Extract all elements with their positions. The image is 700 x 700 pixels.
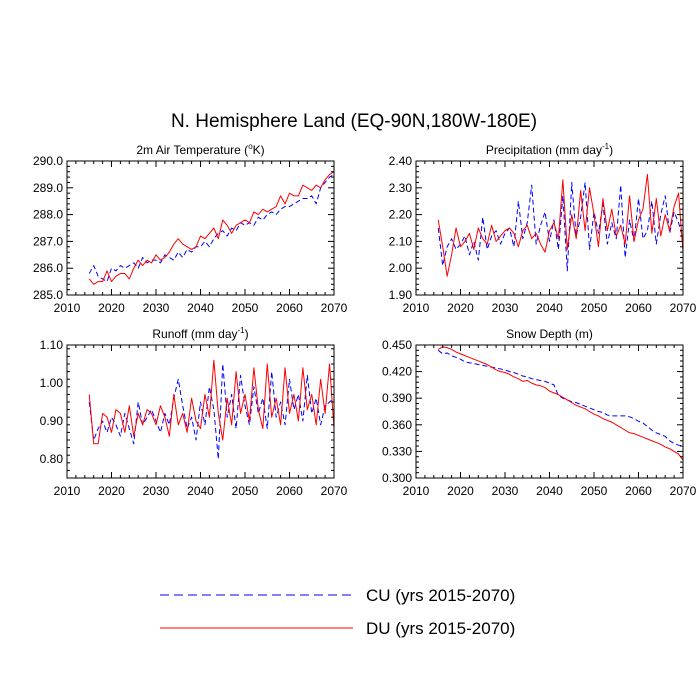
- y-tick-label-air-temp: 289.0: [33, 181, 63, 195]
- y-tick-label-runoff: 1.00: [40, 376, 64, 390]
- panel-title-snow: Snow Depth (m): [506, 327, 593, 341]
- y-tick-label-runoff: 0.80: [40, 452, 64, 466]
- y-tick-label-air-temp: 285.0: [33, 288, 63, 302]
- y-tick-label-precip: 2.40: [389, 154, 413, 168]
- x-tick-label-precip: 2070: [670, 301, 697, 315]
- x-tick-label-snow: 2040: [536, 484, 563, 498]
- y-tick-label-air-temp: 288.0: [33, 208, 63, 222]
- y-tick-label-runoff: 0.90: [40, 414, 64, 428]
- x-tick-label-runoff: 2070: [321, 484, 348, 498]
- y-tick-label-snow: 0.420: [382, 365, 412, 379]
- panel-runoff: Runoff (mm day-1) 2010 2020 2030 2040 2050 206…: [40, 326, 348, 498]
- y-tick-label-snow: 0.300: [382, 471, 412, 485]
- y-tick-label-air-temp: 287.0: [33, 234, 63, 248]
- x-tick-label-runoff: 2020: [98, 484, 125, 498]
- x-tick-label-snow: 2030: [492, 484, 519, 498]
- x-tick-label-runoff: 2040: [187, 484, 214, 498]
- x-tick-label-precip: 2060: [625, 301, 652, 315]
- panel-title-runoff: Runoff (mm day-1): [152, 326, 248, 341]
- y-tick-label-runoff: 1.10: [40, 338, 64, 352]
- legend-label-du: DU (yrs 2015-2070): [366, 619, 515, 638]
- x-tick-label-air-temp: 2050: [232, 301, 259, 315]
- series-line-du-air-temp: [88, 171, 334, 285]
- y-tick-label-precip: 2.30: [389, 181, 413, 195]
- x-tick-label-snow: 2070: [670, 484, 697, 498]
- y-tick-label-air-temp: 286.0: [33, 261, 63, 275]
- y-tick-label-air-temp: 290.0: [33, 154, 63, 168]
- series-line-cu-air-temp: [88, 173, 334, 283]
- x-tick-label-air-temp: 2060: [276, 301, 303, 315]
- x-tick-label-snow: 2010: [403, 484, 430, 498]
- x-tick-label-runoff: 2010: [54, 484, 81, 498]
- x-tick-label-precip: 2040: [536, 301, 563, 315]
- x-tick-label-precip: 2030: [492, 301, 519, 315]
- series-line-du-snow: [437, 346, 683, 461]
- y-tick-label-snow: 0.390: [382, 391, 412, 405]
- figure-title: N. Hemisphere Land (EQ-90N,180W-180E): [171, 111, 537, 132]
- legend-label-cu: CU (yrs 2015-2070): [366, 586, 515, 605]
- y-tick-label-snow: 0.360: [382, 418, 412, 432]
- series-line-du-precip: [437, 173, 683, 277]
- y-tick-label-precip: 2.00: [389, 261, 413, 275]
- x-tick-label-precip: 2050: [581, 301, 608, 315]
- x-tick-label-snow: 2060: [625, 484, 652, 498]
- x-tick-label-precip: 2020: [447, 301, 474, 315]
- y-tick-label-precip: 2.20: [389, 208, 413, 222]
- x-tick-label-runoff: 2060: [276, 484, 303, 498]
- panel-title-precip: Precipitation (mm day-1): [486, 142, 613, 157]
- panels: 2m Air Temperature (oK) 2010 2020 2030 2040 2…: [33, 142, 697, 498]
- panel-snow: Snow Depth (m) 2010 2020 2030 2040 2050 2060 20…: [382, 327, 697, 498]
- panel-air-temp: 2m Air Temperature (oK) 2010 2020 2030 2040 2…: [33, 142, 348, 315]
- series-line-cu-precip: [437, 181, 683, 272]
- x-tick-label-air-temp: 2030: [143, 301, 170, 315]
- x-tick-label-air-temp: 2040: [187, 301, 214, 315]
- x-tick-label-snow: 2050: [581, 484, 608, 498]
- panel-title-air-temp: 2m Air Temperature (oK): [136, 142, 264, 157]
- series-line-du-runoff: [88, 359, 334, 445]
- series-line-cu-runoff: [88, 363, 334, 460]
- y-tick-label-snow: 0.450: [382, 338, 412, 352]
- panel-precip: Precipitation (mm day-1) 2010 2020 2030 2040…: [389, 142, 697, 315]
- x-tick-label-air-temp: 2010: [54, 301, 81, 315]
- x-tick-label-runoff: 2050: [232, 484, 259, 498]
- y-tick-label-precip: 2.10: [389, 234, 413, 248]
- series-line-cu-snow: [437, 349, 683, 447]
- legend: CU (yrs 2015-2070) DU (yrs 2015-2070): [160, 586, 515, 638]
- y-tick-label-snow: 0.330: [382, 444, 412, 458]
- x-tick-label-air-temp: 2070: [321, 301, 348, 315]
- y-tick-label-precip: 1.90: [389, 288, 413, 302]
- x-tick-label-snow: 2020: [447, 484, 474, 498]
- x-tick-label-air-temp: 2020: [98, 301, 125, 315]
- x-tick-label-runoff: 2030: [143, 484, 170, 498]
- x-tick-label-precip: 2010: [403, 301, 430, 315]
